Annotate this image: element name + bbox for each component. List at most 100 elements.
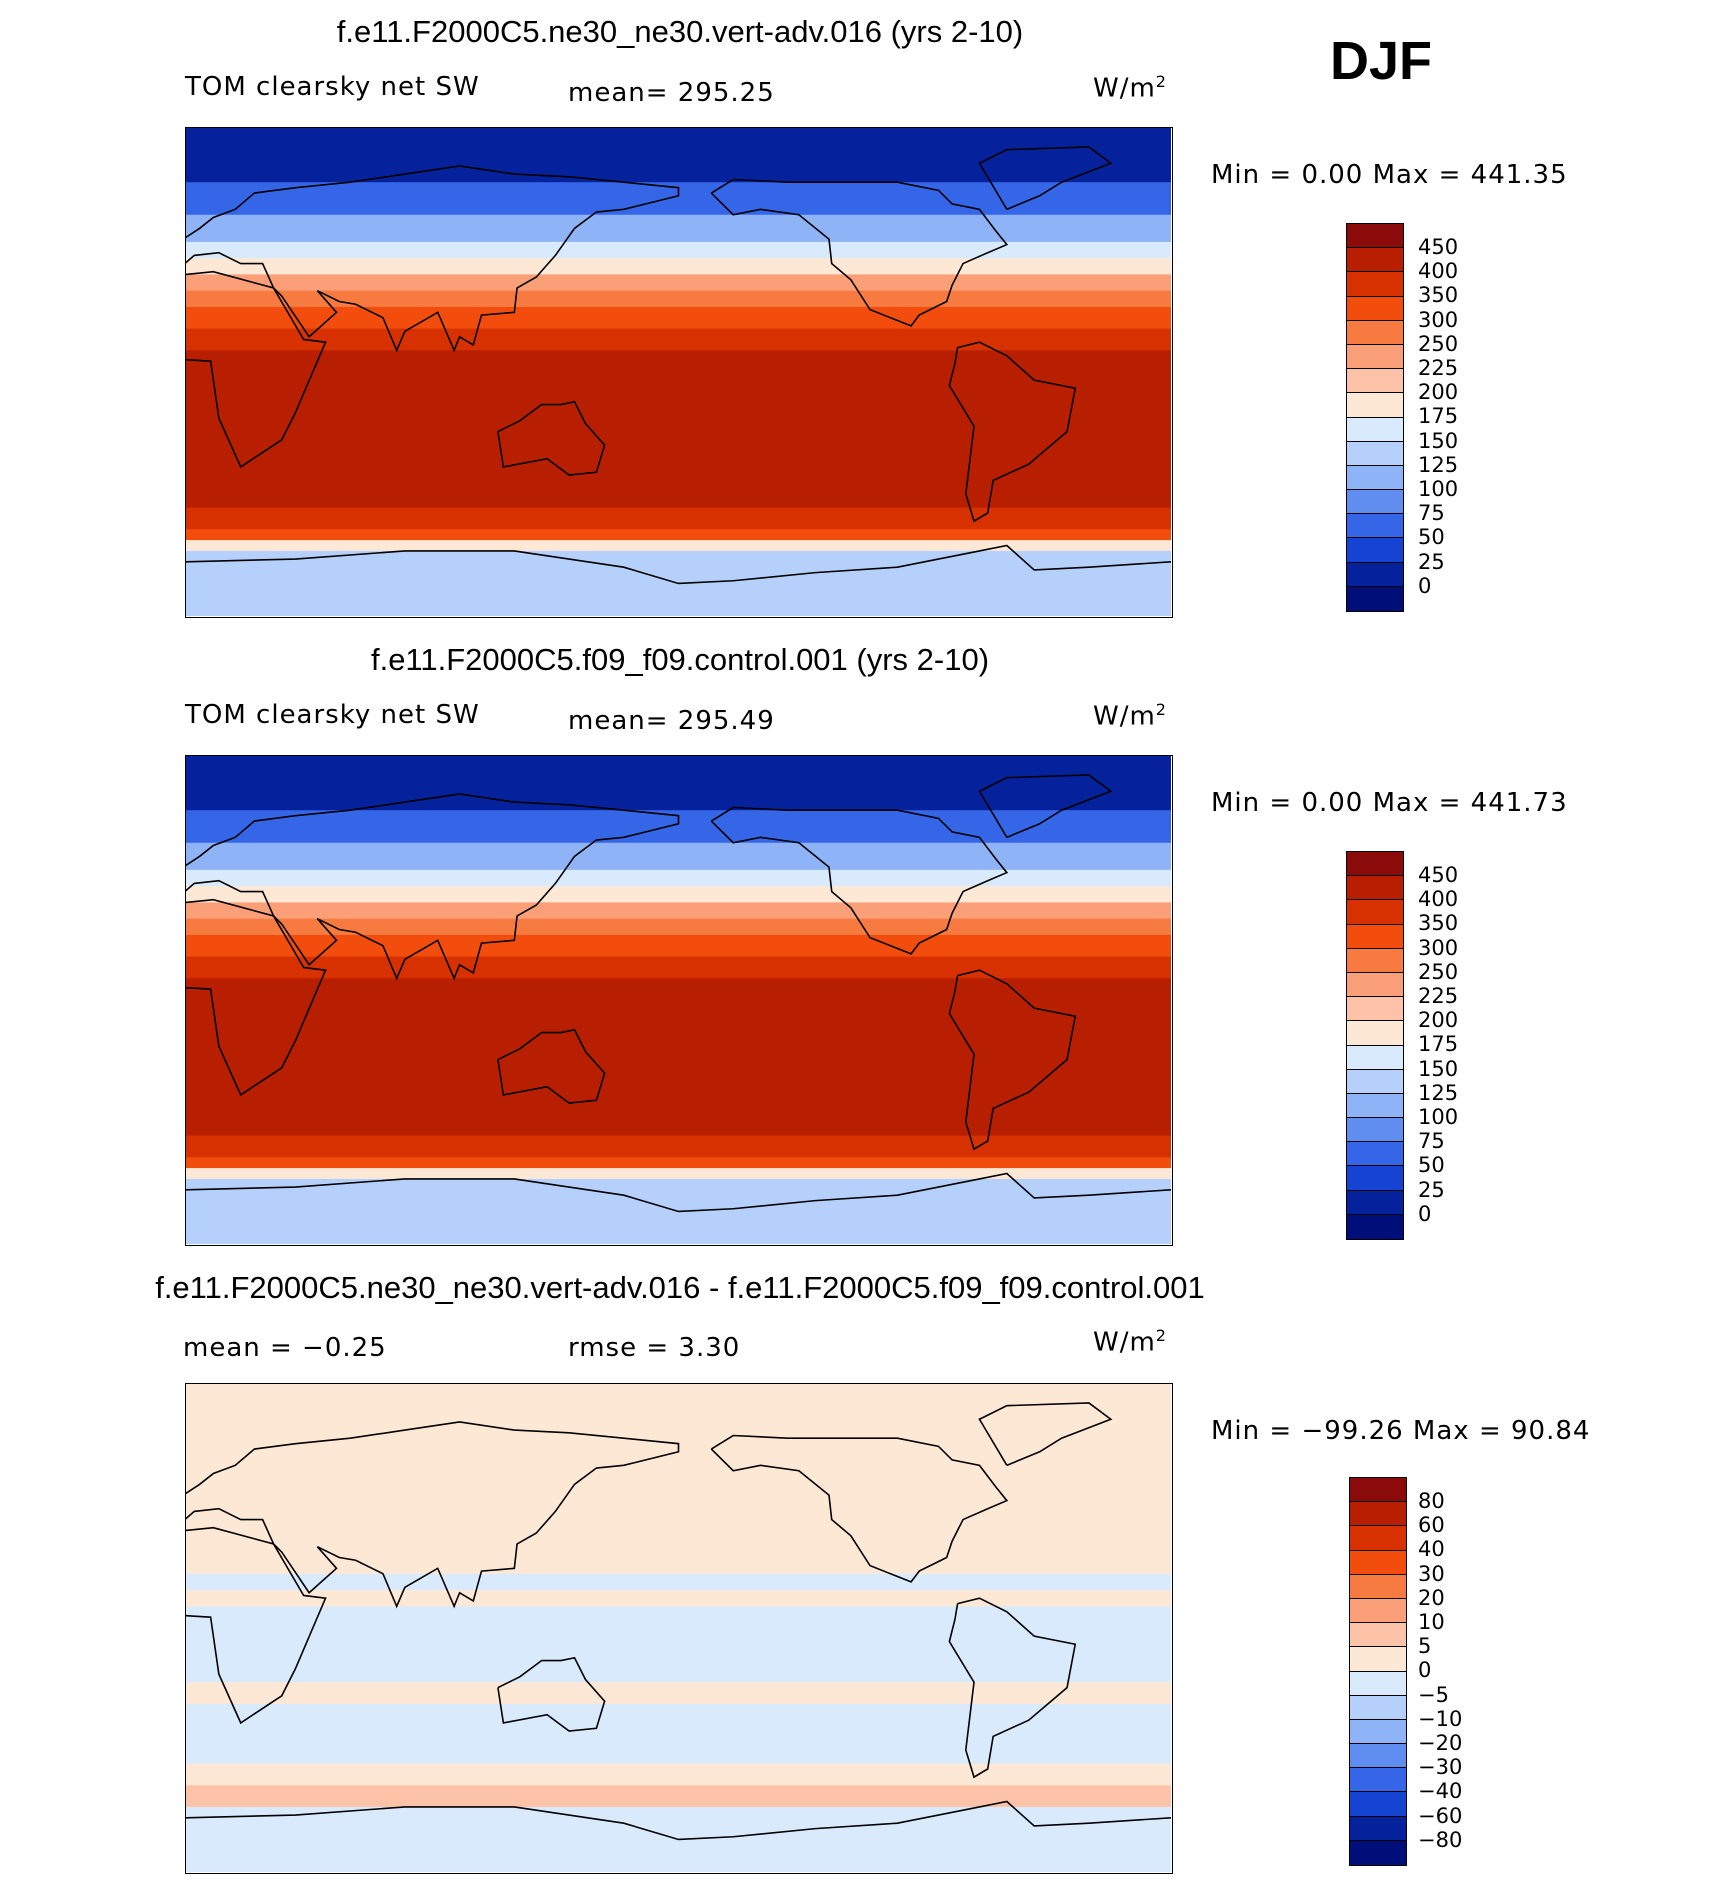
colorbar-box-3	[1347, 296, 1403, 321]
field-band-1	[186, 1573, 1171, 1591]
colorbar-tick-label: 100	[1418, 477, 1459, 501]
colorbar-box-6	[1350, 1623, 1406, 1648]
panel-2-title: f.e11.F2000C5.f09_f09.control.001 (yrs 2…	[370, 642, 990, 677]
colorbar-tick-label: 25	[1418, 549, 1445, 574]
colorbar-box-0	[1347, 852, 1403, 877]
coastline-6	[186, 1172, 1171, 1213]
colorbar-box-2	[1347, 272, 1403, 297]
field-band-4	[186, 886, 1171, 903]
colorbar-tick-label: 5	[1418, 1634, 1432, 1659]
coastline-4	[948, 1597, 1077, 1779]
colorbar-tick-label: −5	[1418, 1682, 1449, 1707]
field-band-8	[186, 1785, 1171, 1808]
colorbar-box-10	[1350, 1719, 1406, 1745]
colorbar-box-10	[1347, 1093, 1403, 1119]
colorbar-box-0	[1350, 1478, 1406, 1503]
field-band-12	[186, 529, 1171, 541]
field-band-13	[186, 540, 1171, 552]
colorbar-tick-label: 10	[1418, 1610, 1445, 1634]
colorbar-tick-label: 200	[1418, 1008, 1459, 1033]
colorbar-tick-label: 25	[1418, 1177, 1445, 1202]
colorbar-tick-label: 125	[1418, 452, 1459, 477]
panel-2-colorbar	[1346, 851, 1404, 1240]
coastline-2	[497, 1656, 606, 1732]
colorbar-tick-label: 350	[1418, 911, 1459, 936]
colorbar-tick-label: 40	[1418, 1537, 1445, 1562]
colorbar-box-6	[1347, 997, 1403, 1022]
colorbar-tick-label: 400	[1418, 887, 1459, 912]
colorbar-box-10	[1347, 465, 1403, 491]
panel-3-rmse: rmse = 3.30	[568, 1333, 741, 1363]
colorbar-box-1	[1350, 1502, 1406, 1527]
field-band-4	[186, 1649, 1171, 1683]
field-band-13	[186, 1168, 1171, 1180]
colorbar-tick-label: 75	[1418, 501, 1445, 526]
colorbar-tick-label: −80	[1418, 1827, 1463, 1852]
colorbar-box-14	[1347, 1190, 1403, 1215]
colorbar-box-15	[1347, 586, 1403, 611]
field-band-8	[186, 956, 1171, 979]
colorbar-box-9	[1347, 1069, 1403, 1094]
colorbar-tick-label: 30	[1418, 1561, 1445, 1586]
colorbar-box-2	[1347, 900, 1403, 925]
coastline-4	[948, 341, 1077, 523]
colorbar-tick-label: 250	[1418, 959, 1459, 984]
colorbar-tick-label: 75	[1418, 1129, 1445, 1154]
field-band-0	[186, 1384, 1171, 1575]
colorbar-tick-label: 175	[1418, 1032, 1459, 1057]
panel-3-map	[185, 1383, 1173, 1874]
colorbar-tick-label: −40	[1418, 1779, 1463, 1804]
field-band-5	[186, 274, 1171, 292]
field-band-2	[186, 842, 1171, 871]
field-band-3	[186, 1606, 1171, 1651]
colorbar-box-14	[1347, 562, 1403, 587]
colorbar-box-12	[1347, 514, 1403, 539]
colorbar-box-7	[1347, 1021, 1403, 1046]
colorbar-tick-label: 225	[1418, 356, 1459, 380]
panel-1-minmax: Min = 0.00 Max = 441.35	[1211, 160, 1568, 190]
field-band-10	[186, 480, 1171, 509]
coastline-4	[948, 969, 1077, 1151]
panel-1-map	[185, 127, 1173, 618]
colorbar-box-3	[1350, 1550, 1406, 1575]
colorbar-box-7	[1350, 1647, 1406, 1672]
panel-3-minmax: Min = −99.26 Max = 90.84	[1211, 1416, 1591, 1446]
colorbar-box-5	[1347, 972, 1403, 998]
panel-1-variable: TOM clearsky net SW	[185, 72, 480, 102]
colorbar-box-12	[1350, 1768, 1406, 1793]
colorbar-tick-label: −20	[1418, 1731, 1463, 1755]
colorbar-tick-label: 150	[1418, 1056, 1459, 1081]
colorbar-box-13	[1347, 1166, 1403, 1191]
colorbar-box-4	[1347, 320, 1403, 345]
colorbar-tick-label: 80	[1418, 1489, 1445, 1513]
colorbar-box-5	[1350, 1598, 1406, 1624]
colorbar-box-8	[1347, 1045, 1403, 1070]
colorbar-box-1	[1347, 248, 1403, 273]
coastline-5	[978, 146, 1113, 211]
panel-2-units: W/m2	[1093, 700, 1167, 732]
field-band-11	[186, 507, 1171, 530]
colorbar-box-5	[1347, 344, 1403, 370]
coastline-5	[978, 774, 1113, 839]
field-band-6	[186, 290, 1171, 308]
field-band-9	[186, 978, 1171, 1109]
colorbar-tick-label: 50	[1418, 525, 1445, 550]
field-band-3	[186, 869, 1171, 887]
coastline-0	[186, 270, 327, 469]
panel-1-mean: mean= 295.25	[568, 78, 775, 108]
field-band-5	[186, 1682, 1171, 1705]
coastline-3	[710, 806, 1009, 955]
colorbar-box-11	[1350, 1744, 1406, 1769]
colorbar-box-11	[1347, 1118, 1403, 1143]
panel-3-units: W/m2	[1093, 1326, 1167, 1358]
panel-2-minmax: Min = 0.00 Max = 441.73	[1211, 788, 1568, 818]
colorbar-tick-label: 200	[1418, 380, 1459, 405]
coastline-0	[186, 898, 327, 1097]
panel-1-units: W/m2	[1093, 72, 1167, 104]
colorbar-box-13	[1347, 538, 1403, 563]
field-band-2	[186, 214, 1171, 243]
colorbar-tick-label: 450	[1418, 235, 1459, 259]
colorbar-tick-label: 100	[1418, 1105, 1459, 1129]
field-band-0	[186, 128, 1171, 183]
panel-2-map	[185, 755, 1173, 1246]
